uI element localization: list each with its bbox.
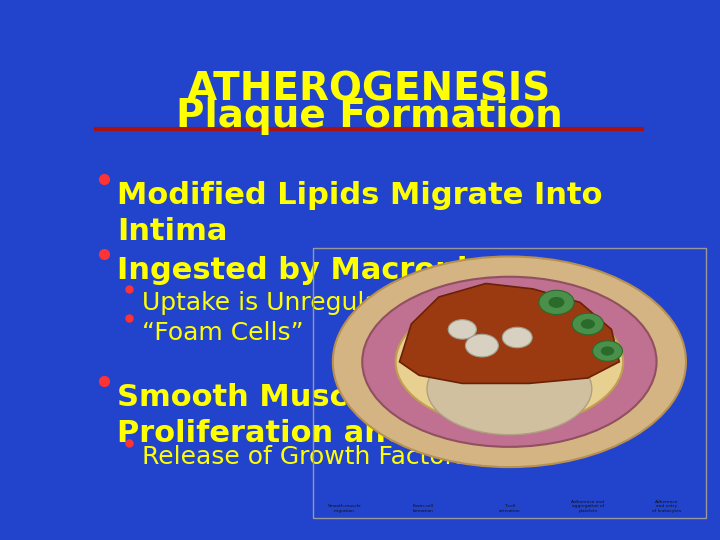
Text: T-cell
activation: T-cell activation bbox=[498, 504, 521, 513]
Circle shape bbox=[581, 319, 595, 329]
Circle shape bbox=[539, 291, 574, 314]
Text: Adherence
and entry
of leukocytes: Adherence and entry of leukocytes bbox=[652, 500, 681, 513]
Text: Modified Lipids Migrate Into
Intima: Modified Lipids Migrate Into Intima bbox=[117, 181, 603, 246]
Ellipse shape bbox=[427, 343, 592, 435]
Text: Release of Growth Factors: Release of Growth Factors bbox=[142, 446, 468, 469]
Circle shape bbox=[549, 297, 564, 308]
Text: Foam-cell
formation: Foam-cell formation bbox=[413, 504, 433, 513]
Circle shape bbox=[503, 327, 532, 348]
Ellipse shape bbox=[395, 297, 624, 427]
Text: Uptake is Unregulated: Uptake is Unregulated bbox=[142, 292, 420, 315]
Text: ATHEROGENESIS: ATHEROGENESIS bbox=[187, 71, 551, 109]
Text: Plaque Formation: Plaque Formation bbox=[176, 97, 562, 134]
Circle shape bbox=[572, 313, 603, 335]
Ellipse shape bbox=[362, 276, 657, 447]
Text: Smooth Muscle
Proliferation and Migration: Smooth Muscle Proliferation and Migratio… bbox=[117, 383, 584, 448]
Text: Adherence and
aggregation of
platelets: Adherence and aggregation of platelets bbox=[571, 500, 605, 513]
Circle shape bbox=[593, 341, 622, 361]
Circle shape bbox=[448, 320, 477, 339]
Circle shape bbox=[465, 334, 498, 357]
Circle shape bbox=[600, 346, 614, 356]
Polygon shape bbox=[400, 284, 619, 383]
Ellipse shape bbox=[333, 256, 686, 467]
Text: Ingested by Macrophages: Ingested by Macrophages bbox=[117, 256, 559, 285]
Text: “Foam Cells”: “Foam Cells” bbox=[142, 321, 304, 345]
Text: Smooth-muscle
migration: Smooth-muscle migration bbox=[328, 504, 361, 513]
